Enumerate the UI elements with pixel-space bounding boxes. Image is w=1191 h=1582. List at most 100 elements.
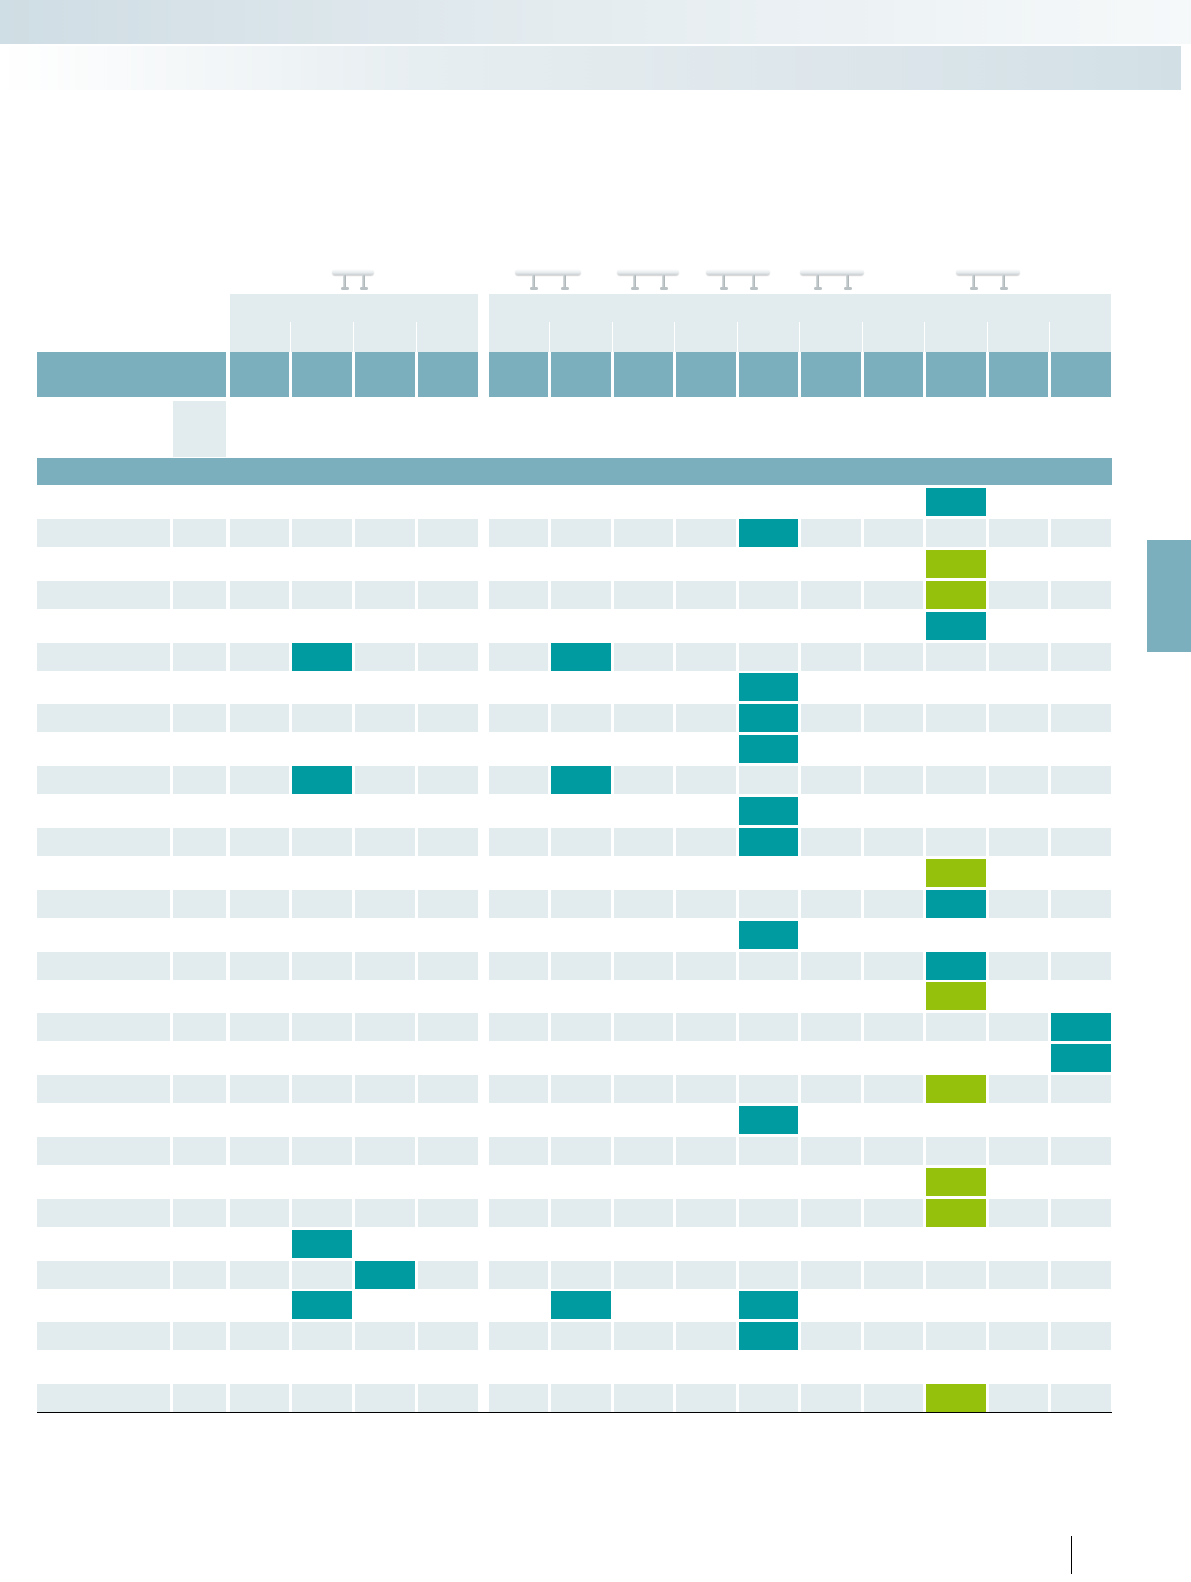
table-cell	[230, 828, 289, 856]
table-cell	[292, 1261, 352, 1289]
table-cell	[1051, 581, 1111, 609]
marker-teal	[1051, 1044, 1111, 1072]
table-cell	[355, 890, 415, 918]
row-code-cell	[173, 581, 226, 609]
table-cell	[864, 766, 923, 794]
table-bottom-rule	[37, 1412, 1112, 1413]
table-cell	[801, 828, 861, 856]
table-cell	[551, 1075, 611, 1103]
table-cell	[864, 952, 923, 980]
table-cell	[292, 1199, 352, 1227]
table-cell	[864, 1013, 923, 1041]
header-column-cell	[230, 352, 289, 397]
table-cell	[614, 1199, 673, 1227]
row-label-cell	[37, 952, 170, 980]
table-cell	[489, 1261, 548, 1289]
table-cell	[489, 766, 548, 794]
row-code-cell	[173, 1075, 226, 1103]
table-cell	[864, 890, 923, 918]
table-cell	[418, 1137, 478, 1165]
table-cell	[489, 1137, 548, 1165]
header-column-cell	[489, 352, 548, 397]
table-cell	[551, 519, 611, 547]
table-cell	[418, 643, 478, 671]
radiator-icon	[617, 265, 679, 295]
table-cell	[292, 581, 352, 609]
table-cell	[230, 890, 289, 918]
table-cell	[418, 952, 478, 980]
table-cell	[926, 766, 986, 794]
table-cell	[676, 1137, 736, 1165]
marker-lime	[926, 1168, 986, 1196]
table-cell	[801, 952, 861, 980]
marker-teal	[739, 828, 798, 856]
table-cell	[551, 1384, 611, 1412]
row-code-cell	[173, 1384, 226, 1412]
table-cell	[1051, 1075, 1111, 1103]
table-cell	[230, 581, 289, 609]
table-cell	[292, 1384, 352, 1412]
table-cell	[489, 581, 548, 609]
table-cell	[676, 828, 736, 856]
row-label-cell	[37, 1075, 170, 1103]
table-cell	[989, 704, 1048, 732]
row-code-cell	[173, 828, 226, 856]
row-label-cell	[37, 1384, 170, 1412]
column-divider	[290, 322, 291, 352]
table-cell	[676, 519, 736, 547]
table-cell	[989, 890, 1048, 918]
table-cell	[418, 766, 478, 794]
row-label-cell	[37, 1322, 170, 1350]
row-label-cell	[37, 1199, 170, 1227]
table-cell	[864, 1261, 923, 1289]
table-cell	[801, 1384, 861, 1412]
table-cell	[551, 952, 611, 980]
table-cell	[864, 1199, 923, 1227]
table-cell	[230, 1075, 289, 1103]
header-column-cell	[418, 352, 478, 397]
table-cell	[801, 1322, 861, 1350]
table-cell	[864, 1322, 923, 1350]
table-cell	[230, 1199, 289, 1227]
table-cell	[739, 1384, 798, 1412]
table-cell	[230, 1137, 289, 1165]
header-label-cell	[37, 352, 226, 397]
table-cell	[230, 1322, 289, 1350]
row-label-cell	[37, 1137, 170, 1165]
table-cell	[614, 890, 673, 918]
marker-teal	[1051, 1013, 1111, 1041]
table-cell	[355, 828, 415, 856]
row-label-cell	[37, 766, 170, 794]
table-cell	[292, 1013, 352, 1041]
marker-teal	[739, 704, 798, 732]
table-cell	[989, 1384, 1048, 1412]
column-group-2	[489, 294, 1111, 352]
table-cell	[1051, 766, 1111, 794]
table-cell	[614, 1137, 673, 1165]
marker-teal	[739, 1291, 798, 1319]
table-cell	[355, 1199, 415, 1227]
marker-lime	[926, 982, 986, 1010]
marker-lime	[926, 1199, 986, 1227]
table-cell	[418, 519, 478, 547]
radiator-icon	[800, 265, 864, 295]
row-label-cell	[37, 519, 170, 547]
chapter-tab[interactable]	[1147, 540, 1191, 652]
table-cell	[1051, 1384, 1111, 1412]
row-code-cell	[173, 890, 226, 918]
table-cell	[418, 581, 478, 609]
table-cell	[292, 1075, 352, 1103]
table-cell	[489, 890, 548, 918]
marker-teal	[551, 643, 611, 671]
marker-teal	[926, 612, 986, 640]
table-cell	[292, 1322, 352, 1350]
table-cell	[864, 828, 923, 856]
table-cell	[551, 1137, 611, 1165]
table-cell	[739, 643, 798, 671]
table-cell	[230, 952, 289, 980]
header-column-cell	[926, 352, 986, 397]
radiator-icon	[332, 265, 374, 295]
header-column-cell	[989, 352, 1048, 397]
table-cell	[355, 1075, 415, 1103]
row-code-cell	[173, 704, 226, 732]
